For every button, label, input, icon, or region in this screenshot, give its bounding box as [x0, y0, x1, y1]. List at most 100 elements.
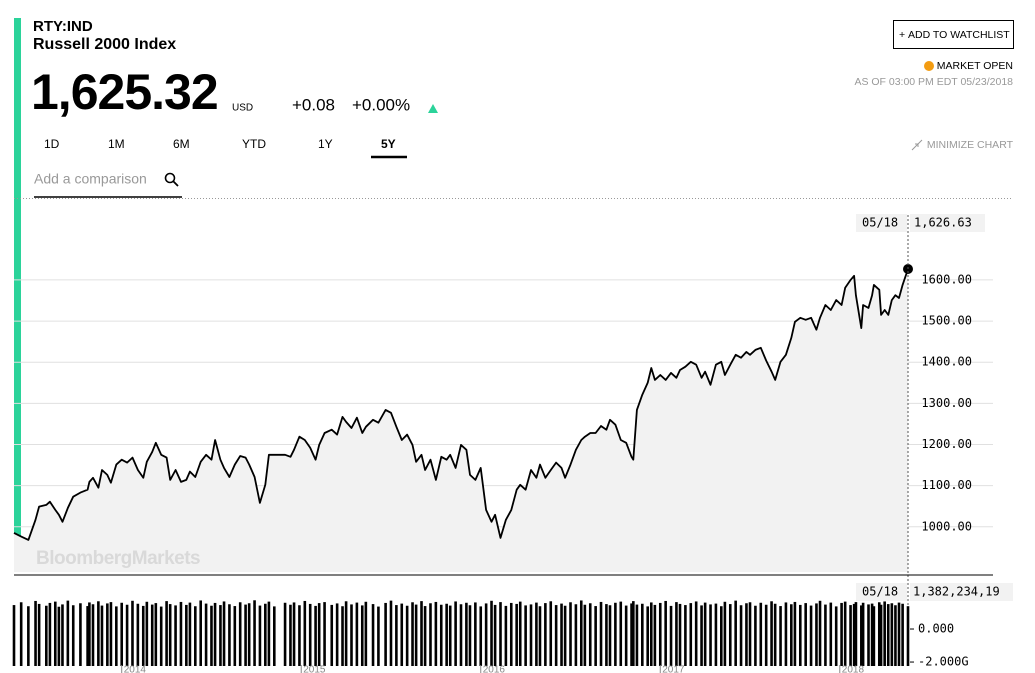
volume-bar: [115, 606, 118, 666]
crosshair-date: 05/18: [862, 216, 898, 230]
accent-bar: [14, 18, 21, 540]
volume-bar: [484, 603, 488, 666]
volume-bar: [849, 605, 852, 666]
range-tab[interactable]: 1D: [44, 137, 60, 151]
volume-bar: [423, 606, 427, 666]
range-tab[interactable]: 1Y: [318, 137, 333, 151]
volume-bar: [870, 603, 874, 666]
volume-bar: [728, 604, 732, 666]
volume-bar: [150, 604, 154, 666]
volume-bar: [509, 602, 513, 666]
y-tick-label: 1400.00: [921, 355, 972, 369]
volume-bar: [100, 605, 104, 666]
range-tabs: 1D 1M 6M YTD 1Y 5Y: [44, 137, 407, 159]
volume-bar: [445, 603, 448, 666]
volume-bar: [739, 605, 743, 666]
crosshair-value-box: [910, 214, 985, 232]
range-tab[interactable]: 6M: [173, 137, 190, 151]
volume-bar: [454, 601, 457, 666]
price-chart: 1000.00 1100.00 1200.00 1300.00 1400.00 1500.…: [12, 214, 1013, 673]
volume-bar: [779, 606, 782, 666]
volume-bar: [292, 602, 296, 666]
volume-bar: [793, 601, 797, 666]
volume-bar: [569, 602, 572, 666]
x-tick-label: 2017: [662, 665, 685, 673]
volume-bar: [574, 604, 578, 666]
volume-bar: [897, 602, 901, 666]
volume-bar: [264, 603, 267, 666]
volume-bar: [852, 603, 856, 666]
volume-bar: [317, 603, 321, 666]
volume-bar: [448, 605, 452, 666]
volume-bar: [624, 605, 628, 666]
volume-bar: [303, 600, 307, 666]
volume-bar: [335, 603, 339, 666]
volume-bar: [179, 601, 183, 666]
volume-bar: [588, 603, 592, 666]
plus-icon: +: [899, 29, 905, 41]
volume-bar: [883, 601, 886, 666]
volume-bar: [120, 602, 124, 666]
y-tick-label: 1100.00: [921, 478, 972, 492]
volume-bar: [504, 605, 508, 666]
volume-bar: [818, 600, 822, 666]
volume-bar: [109, 602, 113, 666]
y-tick-label: 1600.00: [921, 272, 972, 286]
volume-bar: [131, 600, 134, 666]
range-tab[interactable]: YTD: [242, 137, 266, 151]
volume-bar: [364, 601, 368, 666]
volume-bar: [614, 602, 617, 666]
volume-bar: [360, 605, 364, 666]
volume-bar: [222, 601, 226, 666]
volume-bar: [154, 603, 158, 666]
watermark: BloombergMarkets: [36, 548, 200, 569]
volume-bar: [228, 604, 231, 666]
area-fill: [14, 269, 908, 572]
volume-bar: [748, 602, 752, 666]
search-icon: [164, 172, 176, 184]
volume-bar: [165, 601, 168, 666]
volume-bar: [465, 602, 468, 666]
volume-bar: [563, 605, 567, 666]
volume-bar: [258, 605, 262, 666]
volume-bar: [815, 603, 818, 666]
volume-bar: [538, 606, 542, 666]
volume-bar: [524, 605, 527, 666]
volume-bar: [323, 602, 326, 666]
volume-bar: [560, 603, 563, 666]
volume-bar: [877, 602, 881, 666]
volume-bar: [350, 604, 353, 666]
range-tab[interactable]: 1M: [108, 137, 125, 151]
volume-bar: [675, 602, 678, 666]
volume-bar: [238, 602, 242, 666]
volume-bar: [61, 604, 64, 666]
volume-bar: [400, 603, 404, 666]
volume-bar: [188, 602, 192, 666]
volume-bar: [233, 606, 237, 666]
volume-bar: [809, 605, 813, 666]
volume-bar: [159, 606, 163, 666]
minimize-button[interactable]: MINIMIZE CHART: [911, 139, 1014, 151]
volume-bar: [459, 604, 463, 666]
x-tick-label: 2014: [124, 665, 147, 673]
volume-bar: [554, 605, 558, 666]
volume-bar: [843, 601, 847, 666]
watchlist-button[interactable]: + ADD TO WATCHLIST: [893, 20, 1014, 49]
volume-bar: [57, 606, 61, 666]
volume-bar: [355, 602, 359, 666]
range-tab[interactable]: 5Y: [381, 137, 396, 151]
search-placeholder: Add a comparison: [34, 171, 147, 187]
volume-bar: [829, 602, 833, 666]
volume-bar: [71, 605, 75, 666]
volume-bar: [434, 601, 438, 666]
volume-bar: [549, 601, 553, 666]
volume-bar: [88, 602, 91, 666]
comparison-search[interactable]: Add a comparison: [34, 171, 182, 198]
volume-bar: [518, 601, 522, 666]
volume-bar: [773, 603, 777, 666]
market-status: MARKET OPEN: [937, 60, 1013, 72]
change-pct: +0.00%: [352, 95, 410, 114]
volume-bar: [439, 604, 443, 666]
